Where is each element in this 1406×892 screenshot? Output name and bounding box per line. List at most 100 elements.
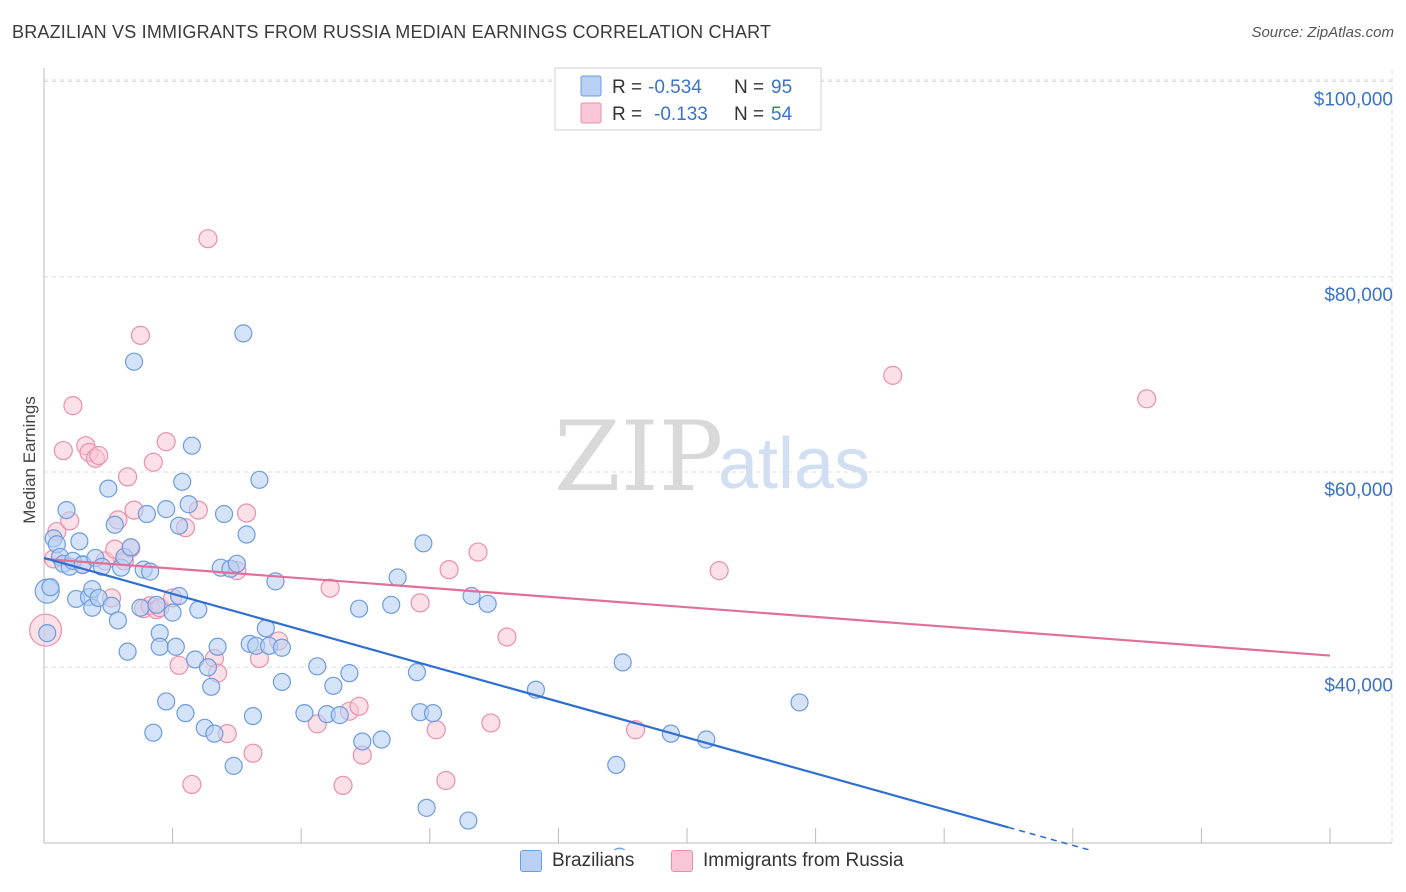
brazilian-point bbox=[478, 594, 497, 613]
brazilian-point bbox=[613, 653, 632, 672]
source-label: Source: ZipAtlas.com bbox=[1251, 24, 1394, 41]
russia-point bbox=[883, 365, 903, 385]
brazilian-point bbox=[105, 515, 124, 534]
russia-point bbox=[63, 396, 83, 416]
brazilian-point bbox=[308, 657, 327, 676]
brazilian-point bbox=[173, 472, 192, 491]
brazilian-point bbox=[157, 500, 176, 519]
brazilian-point bbox=[176, 704, 195, 723]
y-tick-label: $100,000 bbox=[1314, 90, 1393, 111]
brazilian-point bbox=[324, 676, 343, 695]
brazilian-point bbox=[353, 732, 372, 751]
brazilian-point bbox=[169, 516, 189, 535]
brazilian-point bbox=[147, 595, 166, 614]
russia-point bbox=[426, 720, 446, 740]
russia-point bbox=[198, 229, 218, 249]
y-axis-label-group: Median Earnings bbox=[20, 396, 39, 524]
watermark: ZIP atlas bbox=[554, 401, 870, 513]
bottom-legend-swatch-russia bbox=[671, 850, 693, 872]
brazilian-point bbox=[272, 672, 292, 692]
legend-n-value-2: 54 bbox=[771, 104, 793, 125]
brazilian-point bbox=[182, 436, 201, 455]
brazilian-point bbox=[166, 637, 185, 656]
brazilian-point bbox=[137, 504, 156, 524]
brazilian-point bbox=[214, 504, 234, 524]
brazilian-point bbox=[417, 798, 436, 817]
brazilian-point bbox=[372, 730, 391, 749]
brazilian-point bbox=[224, 756, 243, 775]
brazilian-point bbox=[388, 568, 407, 587]
legend-r-label-2: R = bbox=[612, 104, 642, 125]
brazilian-point bbox=[150, 637, 169, 656]
y-tick-label: $40,000 bbox=[1324, 675, 1393, 696]
brazilian-trend-extension bbox=[1008, 826, 1090, 850]
brazilian-point bbox=[607, 755, 626, 775]
brazilian-point bbox=[99, 479, 118, 498]
brazilian-point bbox=[407, 663, 427, 682]
legend-n-label-2: N = bbox=[734, 104, 764, 125]
correlation-legend: R = -0.534 N = 95 R = -0.133 N = 54 bbox=[554, 67, 822, 131]
russia-point bbox=[53, 440, 73, 461]
brazilian-point bbox=[157, 692, 176, 711]
y-tick-label: $80,000 bbox=[1324, 285, 1393, 306]
brazilian-point bbox=[613, 847, 626, 850]
russia-point bbox=[709, 561, 729, 581]
brazilian-point bbox=[70, 532, 89, 551]
brazilian-point bbox=[163, 603, 182, 622]
russia-point bbox=[333, 775, 353, 796]
brazilian-point bbox=[144, 723, 163, 742]
russia-point bbox=[481, 713, 501, 733]
brazilian-point bbox=[243, 706, 263, 726]
legend-n-label-1: N = bbox=[734, 77, 764, 98]
brazilian-point bbox=[272, 638, 292, 657]
brazilian-point bbox=[340, 664, 359, 683]
brazilian-point bbox=[124, 352, 144, 371]
brazilian-point bbox=[227, 554, 246, 573]
legend-swatch-russia bbox=[580, 102, 602, 124]
legend-r-value-2: -0.133 bbox=[654, 104, 708, 125]
trend-lines bbox=[43, 556, 1331, 850]
russia-point bbox=[169, 655, 189, 675]
y-axis-label: Median Earnings bbox=[20, 396, 39, 524]
russia-point bbox=[143, 452, 163, 472]
brazilian-point bbox=[790, 693, 809, 712]
scatter-chart: ZIP atlas $40,000$60,000$80,000$100,0000… bbox=[20, 67, 1393, 850]
brazilian-point bbox=[198, 658, 218, 677]
brazilian-point bbox=[208, 637, 227, 656]
russia-point bbox=[89, 445, 109, 466]
brazilian-point bbox=[349, 599, 369, 618]
chart-title: BRAZILIAN VS IMMIGRANTS FROM RUSSIA MEDI… bbox=[12, 22, 772, 42]
brazilian-point bbox=[118, 642, 137, 661]
brazilian-trend-line bbox=[43, 556, 1009, 829]
bottom-legend-swatch-brazilians bbox=[520, 850, 542, 872]
russia-point bbox=[243, 743, 263, 763]
brazilian-point bbox=[121, 538, 140, 557]
brazilian-point bbox=[237, 525, 256, 544]
grid-layer bbox=[44, 70, 1393, 843]
russia-point bbox=[320, 578, 340, 598]
russia-point bbox=[156, 432, 176, 452]
russia-point bbox=[410, 593, 430, 613]
brazilian-point bbox=[234, 324, 253, 343]
legend-r-value-1: -0.534 bbox=[648, 77, 702, 98]
y-tick-label: $60,000 bbox=[1324, 480, 1393, 501]
brazilian-point bbox=[41, 578, 60, 597]
brazilian-point bbox=[57, 500, 76, 520]
brazilian-point bbox=[414, 534, 433, 553]
russia-point bbox=[497, 627, 517, 647]
legend-r-label-1: R = bbox=[612, 77, 642, 98]
axes-layer: $40,000$60,000$80,000$100,0000.0%40.0% bbox=[43, 68, 1393, 844]
russia-point bbox=[117, 467, 138, 487]
russia-point bbox=[439, 560, 459, 580]
bottom-legend-russia: Immigrants from Russia bbox=[671, 850, 904, 872]
brazilian-point bbox=[423, 704, 443, 723]
russia-point bbox=[1137, 389, 1157, 409]
russia-point bbox=[468, 542, 488, 562]
brazilian-point bbox=[179, 495, 198, 514]
watermark-zip: ZIP bbox=[554, 401, 723, 513]
watermark-atlas: atlas bbox=[718, 424, 870, 504]
brazilian-point bbox=[382, 595, 401, 614]
brazilian-point bbox=[295, 704, 314, 723]
bottom-legend-brazilians: Brazilians bbox=[520, 850, 634, 872]
russia-point bbox=[436, 770, 456, 791]
